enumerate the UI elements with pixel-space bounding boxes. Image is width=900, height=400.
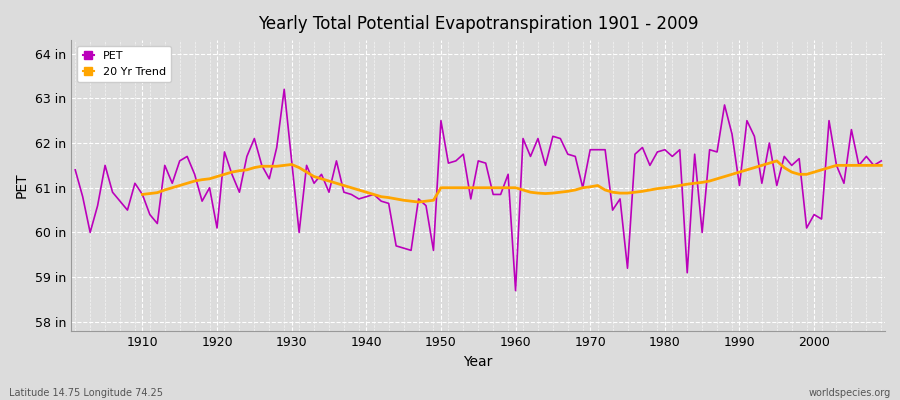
Y-axis label: PET: PET [15, 173, 29, 198]
Legend: PET, 20 Yr Trend: PET, 20 Yr Trend [77, 46, 171, 82]
Text: worldspecies.org: worldspecies.org [809, 388, 891, 398]
Title: Yearly Total Potential Evapotranspiration 1901 - 2009: Yearly Total Potential Evapotranspiratio… [258, 15, 698, 33]
X-axis label: Year: Year [464, 355, 493, 369]
Text: Latitude 14.75 Longitude 74.25: Latitude 14.75 Longitude 74.25 [9, 388, 163, 398]
